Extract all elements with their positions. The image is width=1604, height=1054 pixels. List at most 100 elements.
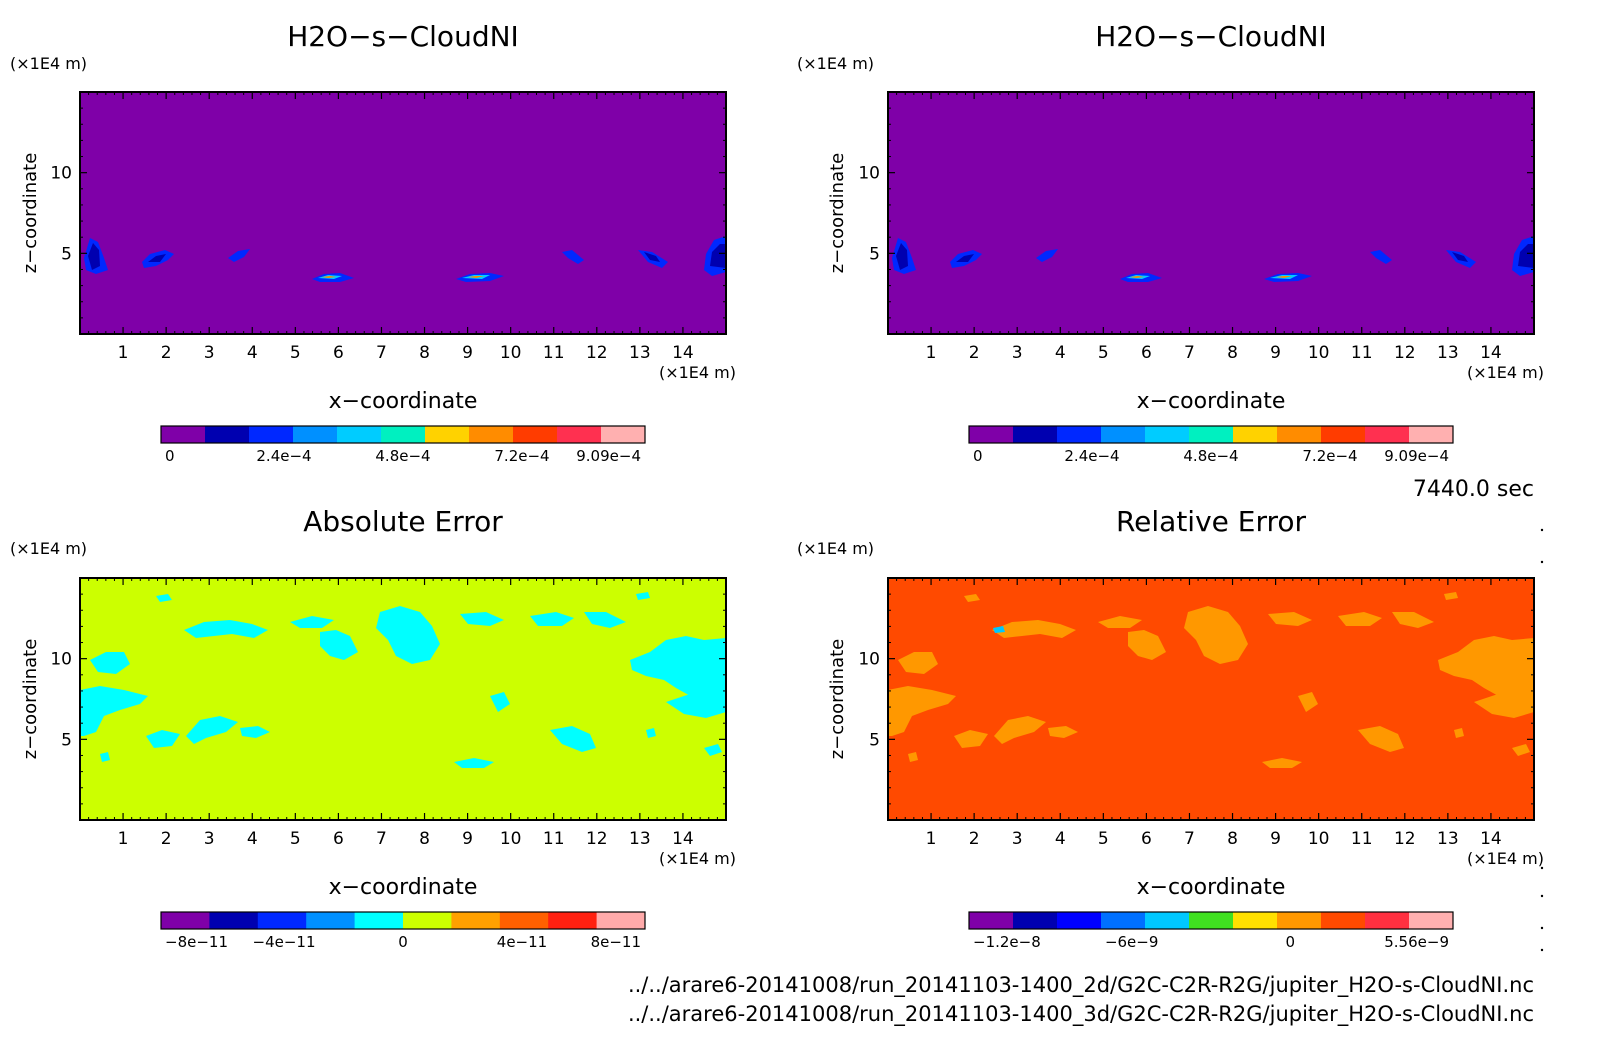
colorbar-swatch	[1409, 426, 1454, 443]
x-tick-label: 9	[1270, 343, 1281, 363]
colorbar-swatch	[1233, 912, 1278, 929]
colorbar-label: −1.2e−8	[973, 933, 1041, 951]
error-patch	[156, 594, 172, 602]
colorbar-label: 2.4e−4	[256, 447, 311, 465]
error-patch	[964, 594, 980, 602]
error-patch	[320, 630, 358, 660]
error-patch	[1262, 758, 1302, 768]
colorbar-swatch	[425, 426, 470, 443]
error-patch	[80, 686, 148, 736]
x-tick-label: 9	[462, 343, 473, 363]
x-tick-label: 14	[1480, 829, 1502, 849]
x-tick-label: 2	[161, 343, 172, 363]
cloud-blob	[1130, 276, 1144, 278]
colorbar-swatch	[548, 912, 598, 929]
x-tick-label: 6	[1141, 829, 1152, 849]
heatmap-background	[888, 92, 1534, 334]
error-patch	[630, 636, 726, 702]
x-axis-label: x−coordinate	[329, 389, 478, 414]
colorbar-swatch	[1101, 912, 1146, 929]
x-tick-label: 10	[1308, 343, 1330, 363]
error-patch	[1512, 744, 1530, 756]
x-tick-label: 5	[290, 829, 301, 849]
x-tick-label: 3	[204, 343, 215, 363]
colorbar-swatch	[1101, 426, 1146, 443]
error-patch	[1184, 606, 1248, 664]
error-patch	[1268, 612, 1312, 626]
colorbar-swatch	[969, 426, 1014, 443]
error-patch	[1444, 592, 1458, 600]
dot	[1540, 560, 1544, 564]
x-tick-label: 11	[543, 343, 565, 363]
x-tick-label: 4	[1055, 343, 1066, 363]
y-unit-label: (×1E4 m)	[10, 54, 87, 73]
colorbar-label: −8e−11	[165, 933, 228, 951]
x-tick-label: 2	[969, 343, 980, 363]
panel-absolute-error: Absolute Error (×1E4 m)	[10, 505, 736, 951]
colorbar: 0 2.4e−4 4.8e−4 7.2e−4 9.09e−4	[160, 425, 646, 465]
edge-dots	[1540, 528, 1544, 952]
x-tick-label: 6	[333, 829, 344, 849]
x-tick-label: 6	[1141, 343, 1152, 363]
x-tick-label: 4	[247, 343, 258, 363]
error-patches	[80, 592, 726, 768]
x-axis-label: x−coordinate	[329, 875, 478, 900]
colorbar-label: 0	[398, 933, 408, 951]
colorbar-swatch	[1013, 426, 1058, 443]
colorbar-label: −6e−9	[1105, 933, 1158, 951]
error-patch	[550, 726, 596, 752]
colorbar-swatch	[1277, 912, 1322, 929]
colorbar-swatch	[403, 912, 452, 929]
plot-frame	[887, 91, 1535, 335]
x-tick-label: 14	[1480, 343, 1502, 363]
cloud-blob	[1518, 244, 1534, 268]
colorbar-swatch	[381, 426, 426, 443]
x-tick-label: 7	[376, 343, 387, 363]
colorbar-swatch	[209, 912, 259, 929]
x-tick-label: 1	[118, 343, 129, 363]
colorbar-swatch	[1321, 426, 1366, 443]
colorbar-frame	[160, 911, 646, 930]
colorbar-swatch	[1145, 912, 1190, 929]
x-tick-label: 14	[672, 829, 694, 849]
error-patch	[908, 752, 918, 762]
heatmap-background	[80, 92, 726, 334]
x-tick-label: 8	[1227, 829, 1238, 849]
x-unit-label: (×1E4 m)	[1467, 363, 1544, 382]
cloud-blobs	[892, 236, 1534, 282]
colorbar-swatch	[1365, 912, 1410, 929]
x-tick-label: 12	[1394, 343, 1416, 363]
dot	[1540, 926, 1544, 930]
x-tick-label: 4	[247, 829, 258, 849]
colorbar-swatch	[306, 912, 356, 929]
cloud-blob	[644, 252, 660, 262]
error-patch	[454, 758, 494, 768]
x-tick-label: 6	[333, 343, 344, 363]
error-patch	[1298, 692, 1318, 712]
colorbar-label: 9.09e−4	[576, 447, 641, 465]
x-tick-label: 11	[1351, 343, 1373, 363]
error-patch	[1474, 690, 1534, 718]
heatmap-area	[888, 578, 1534, 820]
x-tick-label: 3	[204, 829, 215, 849]
x-axis-label: x−coordinate	[1137, 875, 1286, 900]
error-patch	[1048, 726, 1078, 738]
colorbar-swatch	[1409, 912, 1454, 929]
panel-cloud-left: H2O−s−CloudNI (×1E4 m)	[10, 20, 736, 465]
x-tick-label: 11	[543, 829, 565, 849]
x-tick-label: 5	[1098, 829, 1109, 849]
error-patch	[646, 728, 656, 738]
x-axis-label: x−coordinate	[1137, 389, 1286, 414]
error-patch	[460, 612, 504, 626]
error-patch	[1438, 636, 1534, 702]
error-patch	[636, 592, 650, 600]
colorbar-label: 9.09e−4	[1384, 447, 1449, 465]
y-axis-label: z−coordinate	[20, 639, 41, 760]
colorbar-label: 7.2e−4	[494, 447, 549, 465]
colorbar-swatch	[1145, 426, 1190, 443]
dot	[1540, 894, 1544, 898]
error-patch	[290, 616, 334, 628]
